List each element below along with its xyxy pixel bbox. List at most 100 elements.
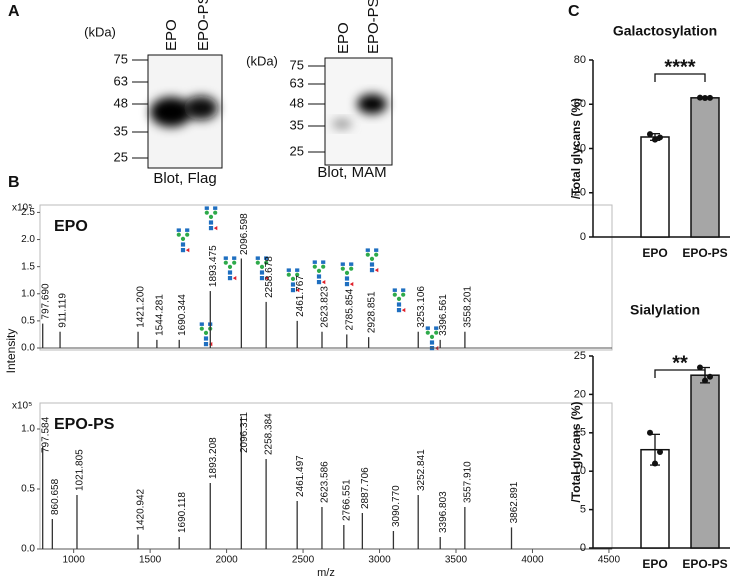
peak-label: 2096.598 (239, 213, 250, 255)
marker-label: 48 (114, 95, 128, 110)
y-tick-label: 0 (580, 231, 586, 243)
blot-band (150, 97, 192, 127)
spectrum-title: EPO (54, 218, 88, 235)
chart-title: Sialylation (630, 302, 700, 318)
bar (640, 136, 670, 238)
significance: ** (672, 352, 688, 374)
y-multiplier: x10⁵ (12, 401, 32, 412)
peak-label: 2623.586 (320, 461, 331, 503)
peak-label: 3396.803 (438, 491, 449, 533)
peak-label: 1690.118 (177, 492, 188, 533)
blot-band (332, 119, 352, 129)
data-point (697, 94, 703, 101)
y-tick-label: 10 (574, 465, 586, 477)
x-tick-label: EPO (642, 557, 667, 571)
data-point (702, 377, 708, 384)
lane-label: EPO-PS (365, 0, 382, 54)
data-point (697, 364, 703, 371)
y-tick-label: 1.0 (21, 424, 35, 435)
significance-bracket (654, 369, 706, 378)
x-tick-label: EPO-PS (682, 246, 727, 260)
y-tick-label: 25 (574, 350, 586, 362)
peak-label: 2258.678 (264, 256, 275, 298)
y-axis-label: Intensity (4, 329, 18, 374)
peak-label: 860.658 (50, 478, 61, 515)
y-tick-label: 20 (574, 187, 586, 199)
lane-label: EPO (163, 19, 180, 51)
lane-label: EPO-PS (195, 0, 212, 51)
y-tick-label: 40 (574, 142, 586, 154)
peak-label: 2623.823 (320, 286, 331, 328)
x-axis-label: m/z (317, 567, 335, 576)
peak-label: 2461.497 (295, 455, 306, 497)
marker-label: 75 (290, 57, 304, 72)
peak-label: 1544.281 (155, 294, 166, 336)
peak-label: 1421.200 (136, 286, 147, 328)
data-point (707, 94, 713, 101)
data-point (702, 95, 708, 102)
chart-title: Galactosylation (613, 23, 717, 39)
x-tick-label: EPO (642, 246, 667, 260)
kda-unit: (kDa) (84, 24, 116, 39)
y-tick-label: 80 (574, 54, 586, 66)
significance: **** (664, 56, 695, 78)
y-axis-label: /Total glycans (%) (569, 401, 583, 502)
peak-label: 3253.106 (416, 286, 427, 328)
data-point (647, 429, 653, 436)
peak-label: 2258.384 (264, 413, 275, 455)
peak-label: 3090.770 (391, 485, 402, 527)
y-tick-label: 0 (580, 542, 586, 554)
peak-label: 2766.551 (341, 479, 352, 521)
kda-unit: (kDa) (246, 53, 278, 68)
peak-label: 1893.475 (208, 245, 219, 287)
data-point (657, 134, 663, 141)
y-tick-label: 20 (574, 388, 586, 400)
y-tick-label: 5 (580, 504, 586, 516)
peak-label: 3396.561 (438, 294, 449, 336)
bar (640, 448, 670, 549)
peak-label: 3558.201 (463, 286, 474, 328)
y-axis-label: /Total glycans (%) (569, 98, 583, 199)
marker-label: 35 (290, 117, 304, 132)
y-multiplier: x10⁵ (12, 203, 32, 214)
marker-label: 75 (114, 51, 128, 66)
peak-label: 2096.311 (239, 412, 250, 453)
peak-label: 797.690 (40, 283, 51, 320)
peak-label: 2461.767 (295, 275, 306, 317)
blot-caption: Blot, Flag (153, 170, 216, 187)
significance-bracket (654, 73, 706, 82)
bar (690, 374, 720, 549)
spectrum-title: EPO-PS (54, 416, 115, 433)
data-point (652, 460, 658, 467)
data-point (707, 373, 713, 380)
y-tick-label: 0.5 (21, 316, 35, 327)
peak-label: 911.119 (58, 293, 69, 328)
peak-label: 2887.706 (360, 467, 371, 509)
peak-label: 1420.942 (136, 488, 147, 530)
peak-label: 3557.910 (462, 461, 473, 503)
marker-label: 35 (114, 123, 128, 138)
y-tick-label: 1.0 (21, 288, 35, 299)
blot-band (184, 96, 218, 120)
y-tick-label: 1.5 (21, 261, 35, 272)
marker-label: 25 (114, 149, 128, 164)
data-point (657, 449, 663, 455)
x-tick-label: 2500 (292, 555, 315, 566)
y-tick-label: 15 (574, 427, 586, 439)
y-tick-label: 60 (574, 98, 586, 110)
peak-label: 2928.851 (366, 291, 377, 333)
peak-label: 3252.841 (416, 449, 427, 491)
y-tick-label: 2.0 (21, 234, 35, 245)
blot-frame (324, 57, 393, 166)
data-point (647, 131, 653, 138)
peak-label: 1021.805 (75, 449, 86, 491)
y-tick-label: 0.5 (21, 484, 35, 495)
marker-label: 48 (290, 95, 304, 110)
x-tick-label: 3000 (368, 555, 391, 566)
x-tick-label: 4500 (598, 555, 621, 566)
panel-label: A (8, 3, 20, 20)
bar (690, 97, 720, 238)
y-tick-label: 0.0 (21, 343, 35, 354)
x-tick-label: 1000 (63, 555, 86, 566)
